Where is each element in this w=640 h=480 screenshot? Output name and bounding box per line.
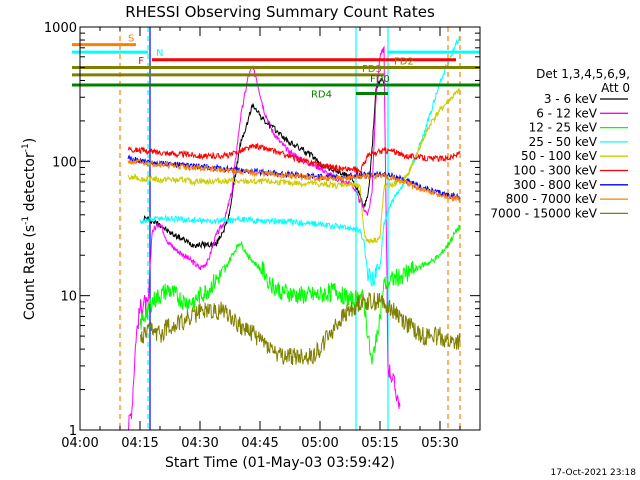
- x-tick-label: 05:00: [301, 436, 338, 451]
- x-tick-label: 05:30: [421, 436, 458, 451]
- series-50-100-kev: [127, 87, 461, 245]
- x-tick-label: 04:30: [181, 436, 218, 451]
- legend-label-7000-15000-kev: 7000 - 15000 keV: [490, 206, 597, 220]
- legend-label-800-7000-kev: 800 - 7000 keV: [506, 192, 598, 206]
- legend-label-12-25-kev: 12 - 25 keV: [529, 121, 598, 135]
- x-tick-label: 04:00: [61, 436, 98, 451]
- y-axis-ticks: 1 10 100 1000: [44, 21, 480, 439]
- x-axis-label: Start Time (01-May-03 03:59:42): [165, 455, 395, 471]
- state-label-s-0: S: [128, 34, 134, 45]
- y-tick-label: 10: [60, 290, 77, 305]
- series-100-300-kev: [127, 142, 461, 174]
- x-tick-label: 04:15: [121, 436, 158, 451]
- series-lines: [127, 35, 461, 430]
- x-tick-label: 04:45: [241, 436, 278, 451]
- state-label-fd2-4: FD2: [394, 56, 414, 67]
- x-axis-ticks: 04:00 04:15 04:30 04:45 05:00 05:15 05:30: [61, 27, 481, 451]
- state-label-fd0-6: FD0: [370, 74, 390, 85]
- series-800-7000-kev: [127, 159, 461, 203]
- legend-header-0: Det 1,3,4,5,6,9,: [536, 67, 630, 81]
- legend-label-100-300-kev: 100 - 300 keV: [513, 164, 597, 178]
- series-6-12-kev: [128, 45, 401, 430]
- legend-label-300-800-kev: 300 - 800 keV: [513, 178, 597, 192]
- y-tick-label: 100: [52, 155, 77, 170]
- y-axis-label: Count Rate (s-1 detector-1): [21, 138, 38, 320]
- state-label-f-2: F: [138, 56, 144, 67]
- state-label-fd3-5: FD3: [362, 64, 382, 75]
- legend-label-25-50-kev: 25 - 50 keV: [529, 135, 598, 149]
- state-label-rd4-7: RD4: [311, 89, 332, 100]
- series-12-25-kev: [139, 224, 461, 365]
- y-tick-label: 1: [69, 424, 77, 439]
- generation-timestamp: 17-Oct-2021 23:18: [551, 468, 637, 478]
- state-label-n-1: N: [156, 48, 163, 59]
- chart-title: RHESSI Observing Summary Count Rates: [125, 3, 435, 21]
- series-7000-15000-kev: [139, 292, 461, 366]
- legend-header-1: Att 0: [601, 81, 630, 95]
- y-tick-label: 1000: [44, 21, 77, 36]
- x-tick-label: 05:15: [361, 436, 398, 451]
- legend-label-6-12-kev: 6 - 12 keV: [536, 106, 598, 120]
- legend-label-3-6-kev: 3 - 6 keV: [544, 92, 598, 106]
- legend-label-50-100-kev: 50 - 100 keV: [521, 149, 598, 163]
